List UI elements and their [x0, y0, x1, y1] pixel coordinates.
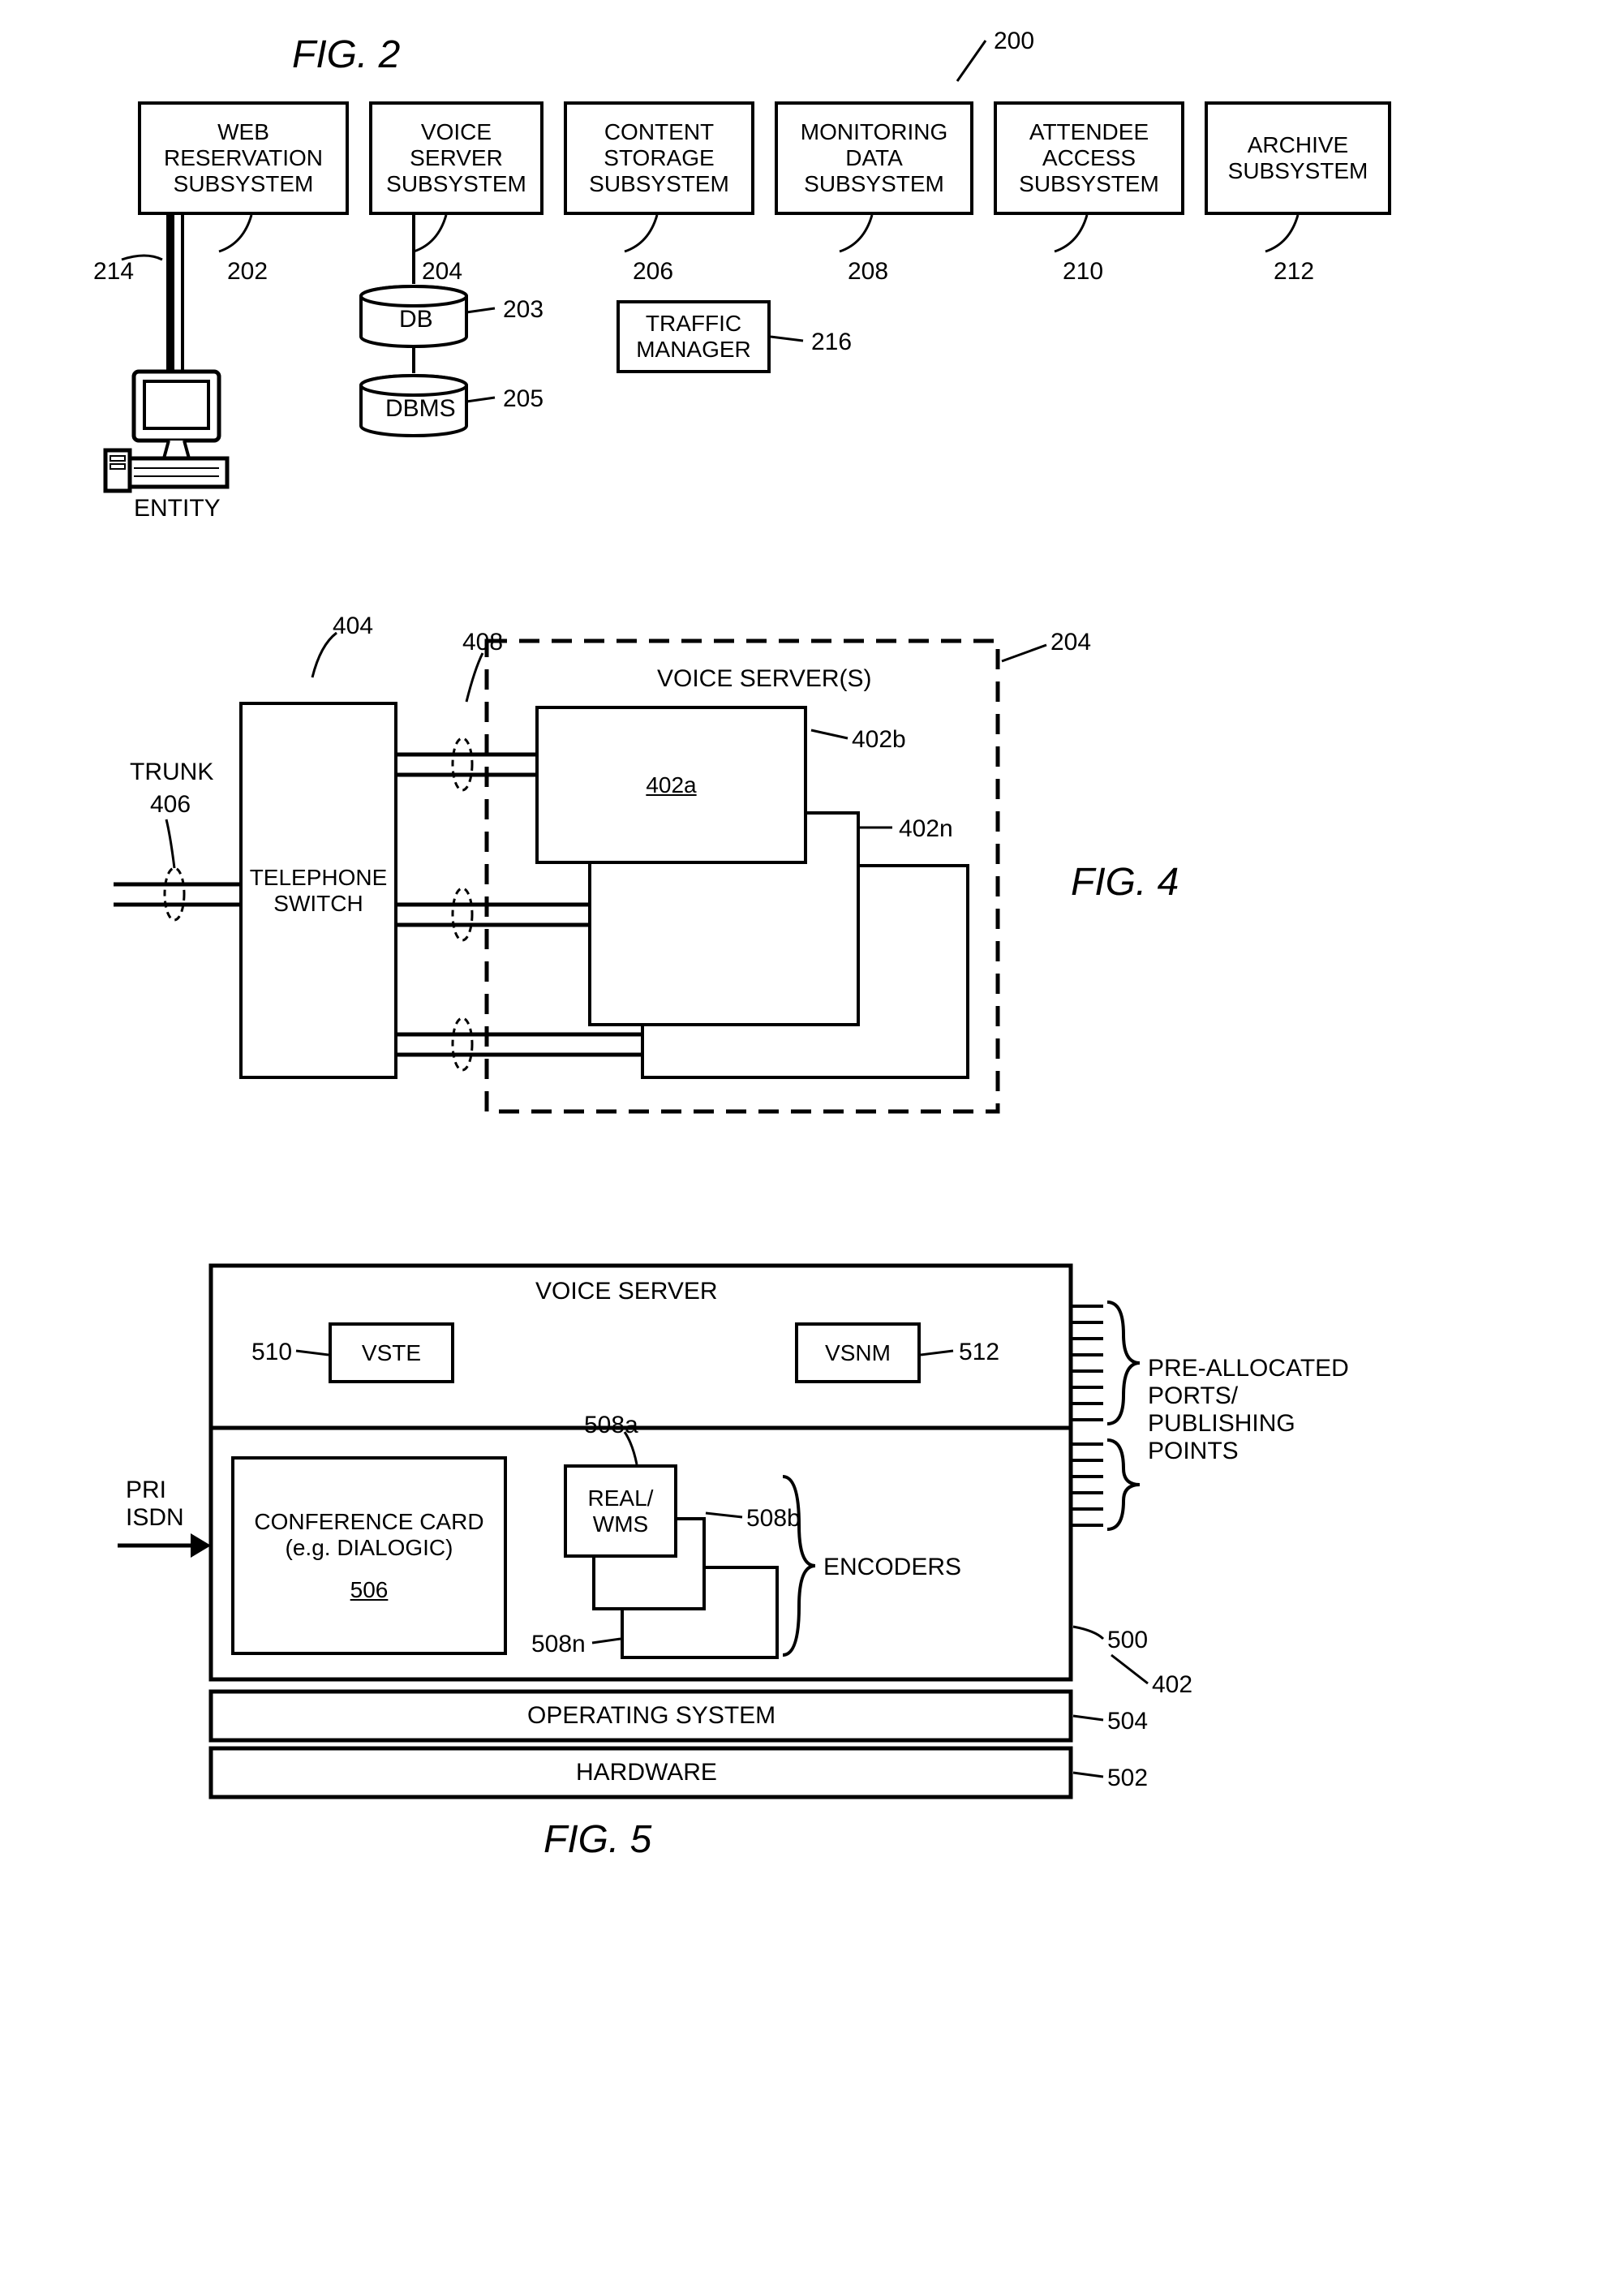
traffic-manager-box: TRAFFIC MANAGER — [617, 300, 771, 373]
num-408: 408 — [462, 629, 503, 656]
monitoring-box: MONITORING DATA SUBSYSTEM — [775, 101, 973, 215]
num-210: 210 — [1063, 258, 1103, 286]
num-205: 205 — [503, 385, 543, 413]
archive-box: ARCHIVE SUBSYSTEM — [1205, 101, 1391, 215]
num-504: 504 — [1107, 1708, 1148, 1735]
server-402a: 402a — [535, 706, 807, 864]
num-512: 512 — [959, 1339, 999, 1366]
vste-box: VSTE — [329, 1322, 454, 1383]
figure-4: 404 408 204 VOICE SERVER(S) TRUNK 406 TE… — [32, 584, 1574, 1193]
num-406: 406 — [150, 791, 191, 819]
entity-label: ENTITY — [134, 495, 221, 522]
num-402: 402 — [1152, 1671, 1192, 1699]
encoders-label: ENCODERS — [823, 1554, 961, 1581]
num-510: 510 — [251, 1339, 292, 1366]
conf-card-box: CONFERENCE CARD (e.g. DIALOGIC) 506 — [231, 1456, 507, 1655]
voice-server-box: VOICE SERVER SUBSYSTEM — [369, 101, 543, 215]
figure-2: FIG. 2 200 WEB RESERVATION SUBSYSTEM VOI… — [32, 32, 1574, 535]
telephone-switch-box: TELEPHONE SWITCH — [239, 702, 397, 1079]
num-500: 500 — [1107, 1627, 1148, 1654]
figure-5: VOICE SERVER VSTE 510 VSNM 512 508a CONF… — [32, 1241, 1574, 1890]
ports-label: PRE-ALLOCATED PORTS/ PUBLISHING POINTS — [1148, 1355, 1349, 1465]
num-214: 214 — [93, 258, 134, 286]
num-508a: 508a — [584, 1412, 638, 1439]
num-502: 502 — [1107, 1765, 1148, 1792]
voice-servers-title: VOICE SERVER(S) — [657, 665, 872, 693]
num-202: 202 — [227, 258, 268, 286]
num-206: 206 — [633, 258, 673, 286]
svg-text:200: 200 — [994, 28, 1034, 54]
num-402n: 402n — [899, 815, 953, 843]
os-label: OPERATING SYSTEM — [527, 1702, 775, 1730]
web-reservation-box: WEB RESERVATION SUBSYSTEM — [138, 101, 349, 215]
hw-label: HARDWARE — [576, 1759, 717, 1786]
vsnm-box: VSNM — [795, 1322, 921, 1383]
pri-label: PRI ISDN — [126, 1477, 184, 1532]
trunk-label: TRUNK — [130, 759, 213, 786]
num-508b: 508b — [746, 1505, 801, 1533]
fig4-title: FIG. 4 — [1071, 860, 1179, 905]
num-404: 404 — [333, 613, 373, 640]
num-216: 216 — [811, 329, 852, 356]
content-storage-box: CONTENT STORAGE SUBSYSTEM — [564, 101, 754, 215]
num-208: 208 — [848, 258, 888, 286]
num-508n: 508n — [531, 1631, 586, 1658]
num-204-ptr: 204 — [1050, 629, 1091, 656]
vs-title: VOICE SERVER — [535, 1278, 718, 1305]
num-203: 203 — [503, 296, 543, 324]
num-204: 204 — [422, 258, 462, 286]
encoder-a: REAL/ WMS — [564, 1464, 677, 1558]
fig5-title: FIG. 5 — [543, 1817, 651, 1862]
num-212: 212 — [1274, 258, 1314, 286]
attendee-box: ATTENDEE ACCESS SUBSYSTEM — [994, 101, 1184, 215]
num-402b: 402b — [852, 726, 906, 754]
